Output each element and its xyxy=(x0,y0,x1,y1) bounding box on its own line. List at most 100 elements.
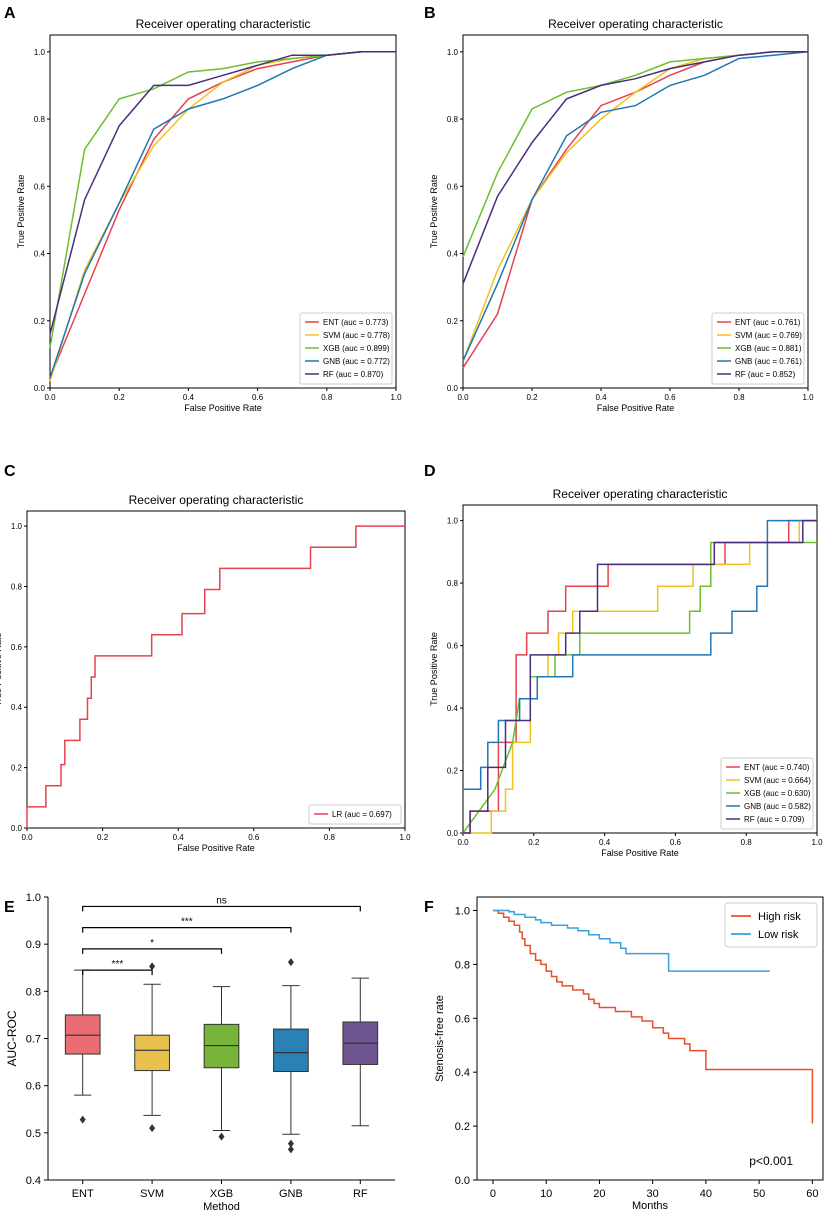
y-tick-label: 0.4 xyxy=(26,1175,41,1187)
y-tick-label: 0.6 xyxy=(26,1081,41,1093)
outlier-gnb xyxy=(287,1145,294,1154)
y-tick-label: 1.0 xyxy=(34,48,46,57)
y-tick-label: 0.0 xyxy=(11,824,23,833)
x-tick-label: 0.0 xyxy=(21,833,33,842)
y-tick-label: 0.4 xyxy=(11,703,23,712)
legend-entry: Low risk xyxy=(758,929,799,941)
x-tick-label: 40 xyxy=(700,1188,712,1200)
y-axis-label: Stenosis-free rate xyxy=(434,995,446,1082)
survival-curve-low-risk xyxy=(493,909,770,972)
panel-d-roc-chart: Receiver operating characteristic 0.0 0.2 0… xyxy=(429,487,823,858)
series-line-xgb xyxy=(462,51,808,258)
panel-e-boxplot: 0.4 0.5 0.6 0.7 0.8 0.9 1.0 ENT SVM XGB GNB RF Metho… xyxy=(5,892,395,1213)
x-tick-label: 0.2 xyxy=(97,833,109,842)
x-axis-label: False Positive Rate xyxy=(597,403,675,413)
legend-entry: SVM (auc = 0.778) xyxy=(323,331,390,340)
x-tick-label: 50 xyxy=(753,1188,765,1200)
y-tick-label: 0.2 xyxy=(455,1121,470,1133)
legend-entry: SVM (auc = 0.664) xyxy=(744,776,811,785)
x-axis-label: Months xyxy=(632,1200,669,1212)
legend-box xyxy=(724,902,818,948)
legend-entry: ENT (auc = 0.761) xyxy=(735,318,801,327)
y-tick-label: 1.0 xyxy=(26,892,41,904)
legend-entry: GNB (auc = 0.772) xyxy=(323,357,390,366)
legend-entry: ENT (auc = 0.773) xyxy=(323,318,389,327)
x-tick-label: 0.0 xyxy=(457,838,469,847)
x-tick-label: XGB xyxy=(210,1188,233,1200)
x-tick-label: 0.2 xyxy=(528,838,540,847)
legend-entry: XGB (auc = 0.899) xyxy=(323,344,390,353)
y-tick-label: 0.5 xyxy=(26,1128,41,1140)
panel-f-survival-chart: 0 10 20 30 40 50 60 0.0 0.2 0.4 0.6 0.8 1.0 Months Ste… xyxy=(434,896,824,1212)
x-tick-label: 20 xyxy=(593,1188,605,1200)
outlier-gnb xyxy=(287,958,294,967)
significance-label: ns xyxy=(216,895,227,906)
legend-entry: ENT (auc = 0.740) xyxy=(744,763,810,772)
y-axis-label: True Positive Rate xyxy=(16,175,26,249)
legend-box xyxy=(299,312,393,385)
series-line-rf xyxy=(49,51,396,335)
x-tick-label: GNB xyxy=(279,1188,303,1200)
chart-title: Receiver operating characteristic xyxy=(136,17,311,31)
x-tick-label: 0.4 xyxy=(173,833,185,842)
legend-entry: High risk xyxy=(758,911,801,923)
y-tick-label: 1.0 xyxy=(447,48,459,57)
box-svm xyxy=(134,1034,170,1072)
x-tick-label: 1.0 xyxy=(399,833,411,842)
panel-label-c: C xyxy=(4,463,16,480)
x-tick-label: 10 xyxy=(540,1188,552,1200)
significance-bracket xyxy=(82,948,223,954)
y-tick-label: 0.6 xyxy=(455,1013,470,1025)
legend-box xyxy=(308,804,402,825)
legend-box xyxy=(720,757,814,830)
x-tick-label: 0.2 xyxy=(526,393,538,402)
series-line-rf xyxy=(462,51,808,285)
series-line-ent xyxy=(463,519,817,834)
x-tick-label: 0.6 xyxy=(670,838,682,847)
legend-entry: RF (auc = 0.709) xyxy=(744,815,805,824)
legend-entry: XGB (auc = 0.630) xyxy=(744,789,811,798)
x-tick-label: 0.2 xyxy=(114,393,126,402)
x-tick-label: RF xyxy=(353,1188,368,1200)
y-tick-label: 0.0 xyxy=(34,384,46,393)
outlier-ent xyxy=(79,1115,86,1124)
y-axis-label: True Positive Rate xyxy=(429,175,439,249)
x-tick-label: 0.6 xyxy=(252,393,264,402)
significance-label: *** xyxy=(181,917,193,928)
x-tick-label: 1.0 xyxy=(811,838,823,847)
x-tick-label: 0.0 xyxy=(457,393,469,402)
x-tick-label: 0.4 xyxy=(595,393,607,402)
significance-label: * xyxy=(150,938,154,949)
y-tick-label: 0.4 xyxy=(34,250,46,259)
x-axis-label: False Positive Rate xyxy=(177,843,255,853)
plot-frame xyxy=(49,34,397,389)
significance-bracket xyxy=(82,969,153,976)
y-tick-label: 0.8 xyxy=(26,986,41,998)
x-tick-label: 0.6 xyxy=(664,393,676,402)
x-tick-label: 1.0 xyxy=(390,393,402,402)
y-tick-label: 0.8 xyxy=(447,579,459,588)
y-tick-label: 0.6 xyxy=(447,642,459,651)
x-tick-label: 0.8 xyxy=(741,838,753,847)
panel-a-roc-chart: Receiver operating characteristic 0.0 0.2 0… xyxy=(16,17,402,413)
y-tick-label: 0.6 xyxy=(447,182,459,191)
x-tick-label: 0 xyxy=(490,1188,496,1200)
series-line-xgb xyxy=(49,51,396,348)
x-tick-label: SVM xyxy=(140,1188,164,1200)
y-tick-label: 0.6 xyxy=(34,182,46,191)
significance-bracket xyxy=(82,905,361,912)
plot-frame xyxy=(476,896,824,1181)
y-tick-label: 0.2 xyxy=(447,317,459,326)
y-tick-label: 0.8 xyxy=(34,115,46,124)
series-line-gnb xyxy=(462,51,809,362)
y-tick-label: 0.2 xyxy=(447,767,459,776)
significance-bracket xyxy=(82,927,292,933)
y-tick-label: 0.4 xyxy=(447,250,459,259)
x-tick-label: 30 xyxy=(647,1188,659,1200)
legend-entry: GNB (auc = 0.761) xyxy=(735,357,802,366)
legend-entry: RF (auc = 0.852) xyxy=(735,370,796,379)
panel-b-roc-chart: Receiver operating characteristic 0.0 0.2 0… xyxy=(429,17,814,413)
plot-frame xyxy=(462,504,818,834)
y-tick-label: 0.7 xyxy=(26,1034,41,1046)
y-tick-label: 0.6 xyxy=(11,643,23,652)
